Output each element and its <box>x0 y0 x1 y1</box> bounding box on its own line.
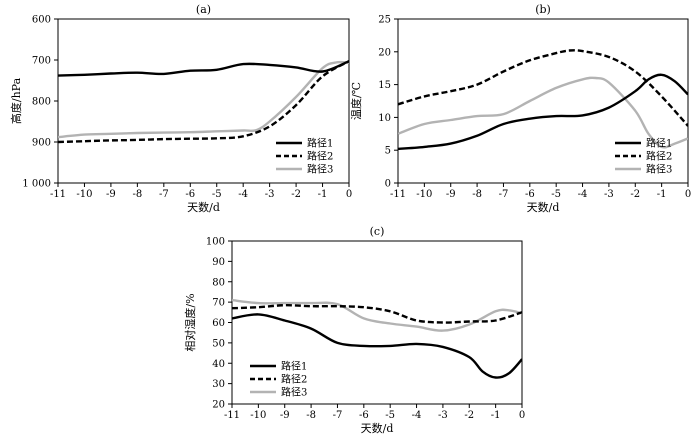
x-tick-label: -10 <box>250 410 266 421</box>
legend-label-1: 路径1 <box>646 137 672 150</box>
y-tick-label: 25 <box>378 15 391 26</box>
x-tick-label: -9 <box>106 189 116 200</box>
x-tick-label: -7 <box>333 410 343 421</box>
series-line-1 <box>398 73 688 151</box>
x-tick-label: -2 <box>630 189 640 200</box>
x-tick-label: -11 <box>390 189 406 200</box>
legend-label-3: 路径3 <box>646 163 672 176</box>
x-axis-label: 天数/d <box>187 201 220 214</box>
series-line-2 <box>398 49 688 127</box>
y-tick-label: 15 <box>378 80 391 91</box>
x-tick-label: -5 <box>551 189 561 200</box>
legend-label-3: 路径3 <box>281 386 307 399</box>
x-axis-label: 天数/d <box>527 201 560 214</box>
y-tick-label: 700 <box>32 56 51 67</box>
chart-panel-1: (b)-11 -10 -9 -8 -7 -6 -5 -4 -3 -2 -1 00510152025天数… <box>349 3 691 214</box>
x-tick-label: -8 <box>306 410 316 421</box>
y-tick-label: 90 <box>212 257 225 268</box>
y-axis-label: 相对湿度/% <box>183 293 197 351</box>
x-tick-label: -9 <box>280 410 290 421</box>
x-tick-label: -9 <box>446 189 456 200</box>
y-axis-label: 温度/℃ <box>349 82 363 120</box>
y-tick-label: 600 <box>32 15 51 26</box>
x-tick-label: 0 <box>346 189 352 200</box>
x-tick-label: -6 <box>185 189 195 200</box>
x-tick-label: -10 <box>76 189 92 200</box>
plot-frame <box>57 18 350 184</box>
y-tick-label: 900 <box>32 138 51 149</box>
y-tick-label: 20 <box>378 47 391 58</box>
legend-label-2: 路径2 <box>646 150 672 163</box>
legend-label-1: 路径1 <box>307 137 333 150</box>
chart-panel-0: (a)-11 -10 -9 -8 -7 -6 -5 -4 -3 -2 -1 0600700800900… <box>9 3 352 214</box>
x-tick-label: -3 <box>265 189 275 200</box>
series-line-1 <box>232 313 522 379</box>
x-tick-label: -1 <box>491 410 501 421</box>
y-tick-label: 50 <box>212 338 225 349</box>
x-tick-label: -1 <box>318 189 328 200</box>
x-tick-label: -2 <box>291 189 301 200</box>
x-tick-label: -6 <box>525 189 535 200</box>
chart-panel-2: (c)-11 -10 -9 -8 -7 -6 -5 -4 -3 -2 -1 0203040506070… <box>183 225 525 435</box>
panel-label: (a) <box>196 3 211 16</box>
series-line-3 <box>58 60 349 139</box>
x-tick-label: -11 <box>224 410 240 421</box>
y-tick-label: 60 <box>212 318 225 329</box>
x-tick-label: 0 <box>519 410 525 421</box>
y-tick-label: 70 <box>212 298 225 309</box>
x-tick-label: -4 <box>578 189 588 200</box>
x-tick-label: -8 <box>472 189 482 200</box>
series-line-2 <box>232 303 522 324</box>
y-tick-label: 20 <box>212 400 225 411</box>
plot-frame <box>397 18 689 184</box>
x-tick-label: -10 <box>416 189 432 200</box>
y-tick-label: 10 <box>378 113 391 124</box>
panel-label: (c) <box>370 225 385 238</box>
y-tick-label: 800 <box>32 97 51 108</box>
panel-label: (b) <box>535 3 551 16</box>
x-tick-label: -5 <box>385 410 395 421</box>
series-line-1 <box>58 60 349 77</box>
series-line-3 <box>232 298 522 332</box>
x-tick-label: -5 <box>212 189 222 200</box>
y-axis-label: 高度/hPa <box>9 77 23 124</box>
x-tick-label: -11 <box>50 189 66 200</box>
x-tick-label: -7 <box>159 189 169 200</box>
series-line-2 <box>58 60 349 144</box>
x-axis-label: 天数/d <box>361 422 394 435</box>
x-tick-label: -2 <box>464 410 474 421</box>
x-tick-label: -4 <box>238 189 248 200</box>
legend-label-2: 路径2 <box>307 150 333 163</box>
y-tick-label: 0 <box>385 179 391 190</box>
y-tick-label: 80 <box>212 277 225 288</box>
x-tick-label: -4 <box>412 410 422 421</box>
legend-label-1: 路径1 <box>281 360 307 373</box>
y-tick-label: 30 <box>212 379 225 390</box>
x-tick-label: -6 <box>359 410 369 421</box>
x-tick-label: -3 <box>438 410 448 421</box>
legend-label-3: 路径3 <box>307 163 333 176</box>
legend-label-2: 路径2 <box>281 373 307 386</box>
y-tick-label: 100 <box>206 237 225 248</box>
y-tick-label: 5 <box>385 146 391 157</box>
x-tick-label: -1 <box>657 189 667 200</box>
x-tick-label: -7 <box>499 189 509 200</box>
y-tick-label: 1 000 <box>22 179 51 190</box>
x-tick-label: 0 <box>685 189 691 200</box>
y-tick-label: 40 <box>212 359 225 370</box>
x-tick-label: -8 <box>132 189 142 200</box>
x-tick-label: -3 <box>604 189 614 200</box>
series-line-3 <box>398 76 688 149</box>
